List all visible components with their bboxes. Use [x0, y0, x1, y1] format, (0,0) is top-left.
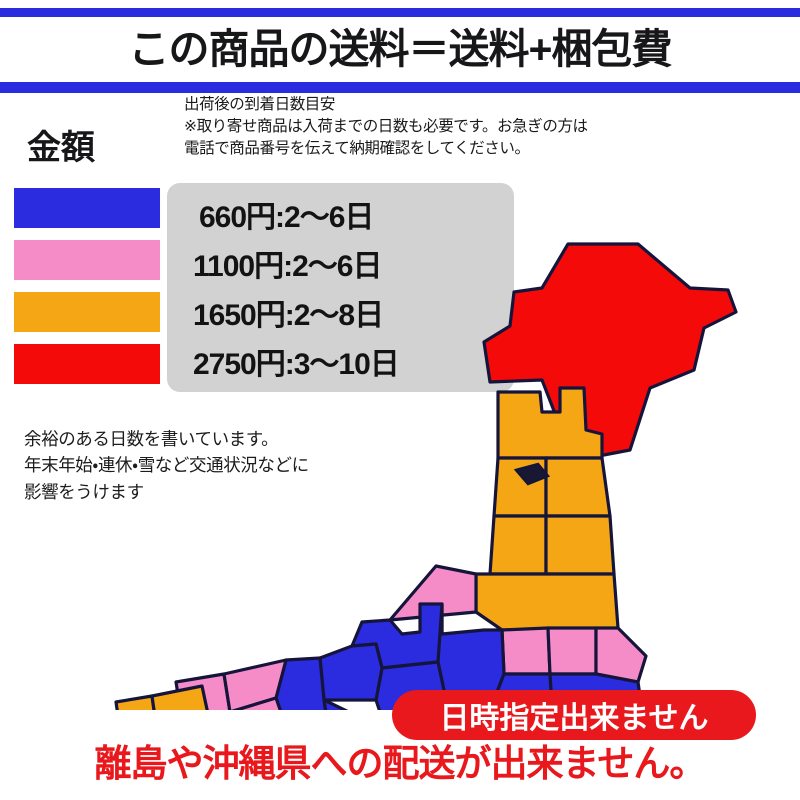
legend-swatch-tier-3	[14, 292, 160, 332]
map-region-kanto	[388, 564, 648, 684]
note-line-2: ※取り寄せ商品は入荷までの日数も必要です。お急ぎの方は	[184, 118, 588, 135]
buffer-note-line-1: 余裕のある日数を書いています。	[24, 429, 279, 449]
buffer-note-line-2: 年末年始・連休・雪など交通状況などに	[24, 455, 309, 476]
no-remote-island-delivery-warning: 離島や沖縄県への配送が出来ません。	[94, 743, 707, 784]
map-small-islands	[513, 462, 551, 486]
map-region-kyushu	[114, 684, 209, 710]
legend-swatch-column	[14, 188, 160, 384]
map-region-chugoku	[174, 658, 288, 710]
buffer-note-line-3: 影響をうけます	[24, 481, 144, 502]
legend-swatch-tier-1	[14, 188, 160, 228]
price-row: 2750円:3〜10日	[193, 347, 400, 381]
page-title: この商品の送料＝送料+梱包費	[128, 26, 673, 72]
price-table-panel: 660円:2〜6日 1100円:2〜6日 1650円:2〜8日 2750円:3〜…	[167, 183, 514, 392]
price-row: 1100円:2〜6日	[193, 249, 382, 283]
price-row: 660円:2〜6日	[199, 200, 374, 234]
legend-heading: 金額	[27, 129, 95, 167]
note-line-3: 電話で商品番号を伝えて納期確認をしてください。	[184, 140, 530, 157]
note-line-1: 出荷後の到着日数目安	[184, 96, 336, 113]
no-time-designation-badge: 日時指定出来ません	[392, 690, 756, 740]
legend-swatch-tier-2	[14, 240, 160, 280]
title-divider-rule	[0, 82, 800, 93]
japan-shipping-zone-map	[90, 230, 790, 710]
top-divider-rule	[0, 8, 800, 17]
buffer-days-note: 余裕のある日数を書いています。 年末年始・連休・雪など交通状況などに 影響をうけ…	[24, 426, 309, 505]
legend-swatch-tier-4	[14, 344, 160, 384]
price-row: 1650円:2〜8日	[193, 298, 384, 332]
map-region-tohoku	[474, 386, 620, 632]
delivery-estimate-note: 出荷後の到着日数目安 ※取り寄せ商品は入荷までの日数も必要です。お急ぎの方は 電…	[184, 94, 604, 160]
